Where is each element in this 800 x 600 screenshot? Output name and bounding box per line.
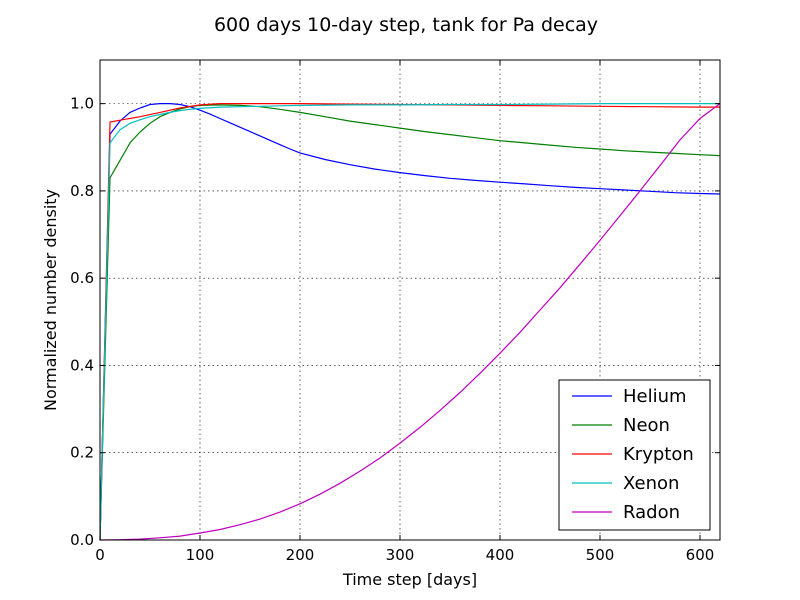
- axis-ticks: 0 100 200 300 400 500 600 0.0 0.2 0.4 0.6 0.8 1.0: [70, 60, 720, 564]
- series-line-radon: [99, 103, 721, 541]
- y-tick-label: 0.6: [70, 269, 94, 287]
- legend-label-xenon: Xenon: [623, 473, 679, 494]
- legend-label-radon: Radon: [623, 502, 680, 523]
- x-tick-label: 100: [186, 546, 215, 564]
- plot-frame: [99, 59, 721, 541]
- series-line-helium: [99, 102, 721, 541]
- x-tick-label: 400: [486, 546, 515, 564]
- series-line-xenon: [99, 102, 720, 541]
- y-tick-label: 1.0: [70, 95, 94, 113]
- y-tick-label: 0.8: [70, 182, 94, 200]
- legend-label-krypton: Krypton: [623, 444, 694, 465]
- legend-label-helium: Helium: [623, 386, 687, 407]
- x-tick-label: 0: [95, 546, 105, 564]
- x-tick-label: 500: [586, 546, 615, 564]
- y-axis-label: Normalized number density: [41, 189, 60, 411]
- series-line-krypton: [99, 102, 720, 541]
- x-tick-label: 300: [386, 546, 415, 564]
- y-tick-label: 0.2: [70, 444, 94, 462]
- legend: Helium Neon Krypton Xenon Radon: [558, 379, 711, 531]
- series-line-neon: [99, 104, 721, 541]
- legend-label-neon: Neon: [623, 415, 670, 436]
- legend-entries: Helium Neon Krypton Xenon Radon: [572, 386, 694, 523]
- x-axis-label: Time step [days]: [342, 570, 477, 589]
- chart-title: 600 days 10-day step, tank for Pa decay: [214, 14, 598, 36]
- series-lines: [99, 102, 721, 541]
- legend-box: [558, 379, 711, 531]
- x-tick-label: 600: [686, 546, 715, 564]
- grid-lines: [100, 60, 720, 540]
- y-tick-label: 0.0: [70, 531, 94, 549]
- y-tick-label: 0.4: [70, 356, 94, 374]
- x-tick-label: 200: [286, 546, 315, 564]
